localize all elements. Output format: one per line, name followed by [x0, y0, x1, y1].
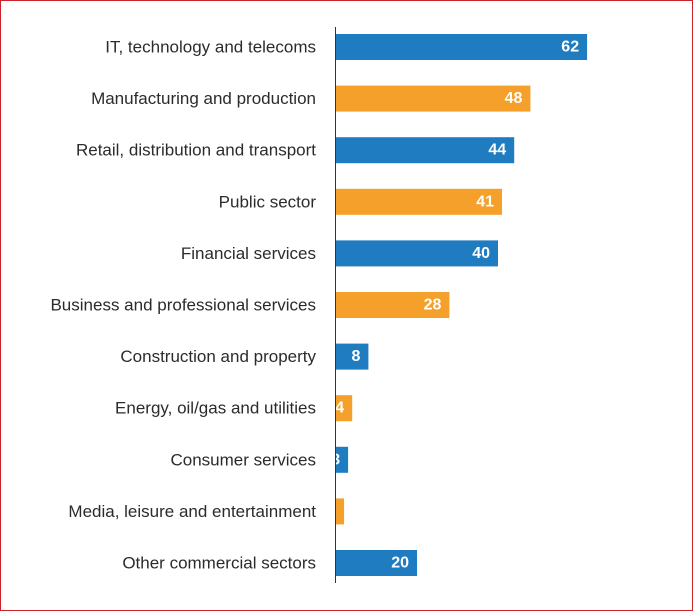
bar — [336, 85, 531, 112]
bar-value-label: 28 — [424, 297, 442, 314]
bar — [336, 343, 369, 370]
bar — [336, 240, 498, 267]
bar — [336, 137, 515, 164]
bar-value-label: 48 — [505, 90, 523, 107]
category-label: Consumer services — [171, 450, 317, 469]
category-labels: IT, technology and telecoms Manufacturing… — [50, 38, 316, 573]
category-label: Energy, oil/gas and utilities — [115, 399, 316, 418]
bar-value-label: 4 — [335, 400, 344, 417]
category-label: Media, leisure and entertainment — [68, 502, 316, 521]
bar-value-label: 40 — [472, 245, 490, 262]
bar — [336, 498, 345, 525]
bar — [336, 292, 450, 318]
category-label: Retail, distribution and transport — [76, 141, 316, 160]
bars-layer: 624844414028843220 — [327, 34, 588, 576]
category-label: Other commercial sectors — [122, 554, 316, 573]
bar — [336, 188, 502, 215]
category-label: Public sector — [219, 192, 317, 211]
bar-value-label: 2 — [327, 503, 336, 520]
bar-value-label: 44 — [488, 142, 506, 159]
category-label: Financial services — [181, 244, 316, 263]
bar-value-label: 20 — [391, 555, 409, 572]
bar-value-label: 41 — [476, 193, 494, 210]
bar-value-label: 8 — [351, 348, 360, 365]
bar — [336, 34, 588, 60]
bar — [336, 446, 349, 473]
category-label: IT, technology and telecoms — [105, 38, 316, 57]
bar — [336, 395, 353, 422]
bar-value-label: 62 — [561, 39, 579, 56]
category-label: Construction and property — [120, 347, 316, 366]
category-label: Manufacturing and production — [91, 89, 316, 108]
category-label: Business and professional services — [50, 296, 316, 315]
bar — [336, 550, 417, 576]
